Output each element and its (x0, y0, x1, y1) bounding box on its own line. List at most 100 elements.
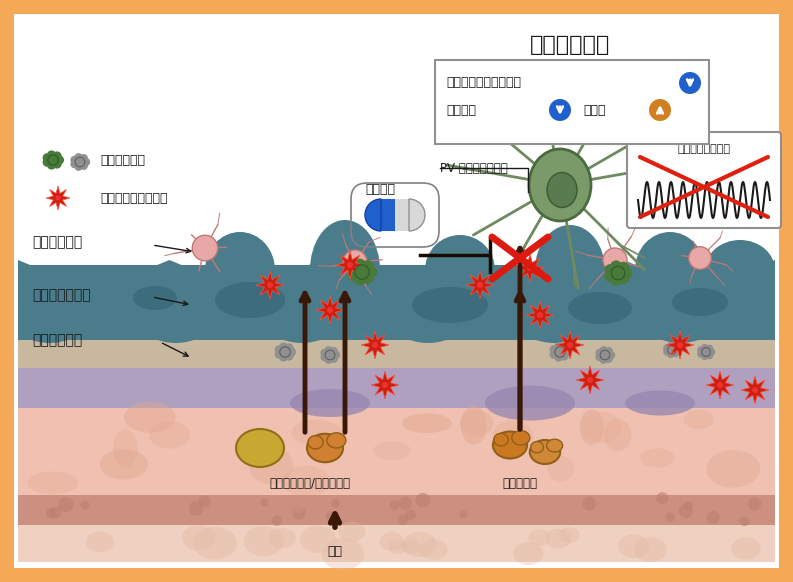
Bar (642, 187, 647, 205)
Circle shape (260, 498, 269, 507)
Ellipse shape (634, 537, 667, 562)
Circle shape (617, 262, 630, 274)
Circle shape (665, 513, 675, 522)
Ellipse shape (425, 235, 495, 305)
Polygon shape (371, 371, 399, 399)
Ellipse shape (236, 429, 284, 467)
Circle shape (537, 312, 543, 318)
Ellipse shape (412, 287, 488, 323)
Circle shape (604, 270, 616, 282)
Polygon shape (741, 376, 769, 404)
Circle shape (621, 267, 633, 279)
Ellipse shape (580, 409, 603, 445)
Circle shape (673, 346, 681, 354)
Bar (18, 495, 775, 525)
Circle shape (320, 353, 329, 361)
Circle shape (701, 509, 710, 517)
Circle shape (49, 506, 61, 519)
Ellipse shape (205, 232, 275, 308)
Circle shape (500, 499, 506, 505)
Circle shape (192, 235, 218, 261)
Polygon shape (46, 186, 70, 210)
Polygon shape (18, 265, 775, 343)
Circle shape (82, 158, 90, 166)
FancyBboxPatch shape (435, 60, 709, 144)
Polygon shape (361, 331, 389, 359)
Circle shape (59, 497, 74, 512)
Ellipse shape (339, 521, 366, 542)
Circle shape (603, 248, 627, 272)
Circle shape (596, 353, 603, 361)
Ellipse shape (731, 537, 760, 559)
Circle shape (75, 153, 82, 162)
Circle shape (287, 347, 296, 357)
Ellipse shape (528, 530, 550, 546)
Circle shape (330, 347, 338, 356)
Circle shape (47, 150, 56, 159)
Bar (381, 199, 395, 231)
Ellipse shape (580, 412, 621, 443)
Ellipse shape (310, 220, 380, 320)
Text: 活動量: 活動量 (583, 104, 606, 116)
Circle shape (56, 196, 60, 201)
Ellipse shape (100, 449, 148, 480)
Circle shape (79, 162, 88, 170)
Circle shape (672, 350, 680, 357)
Circle shape (382, 382, 388, 388)
Circle shape (560, 343, 569, 353)
Circle shape (354, 265, 370, 279)
Circle shape (293, 504, 303, 513)
Circle shape (679, 72, 701, 94)
Ellipse shape (706, 450, 760, 488)
Ellipse shape (291, 420, 342, 445)
Circle shape (663, 348, 671, 356)
Polygon shape (336, 251, 364, 279)
Circle shape (607, 351, 615, 359)
Circle shape (642, 509, 648, 514)
Circle shape (75, 513, 79, 517)
Text: 作業記憶: 作業記憶 (446, 104, 476, 116)
Circle shape (600, 350, 610, 360)
Circle shape (679, 503, 693, 518)
Ellipse shape (300, 526, 336, 553)
Circle shape (582, 497, 596, 510)
Circle shape (739, 516, 749, 526)
Circle shape (271, 515, 282, 526)
Wedge shape (365, 199, 381, 231)
Circle shape (707, 348, 715, 356)
Ellipse shape (215, 282, 285, 318)
Polygon shape (576, 366, 604, 394)
Circle shape (75, 157, 85, 167)
Circle shape (701, 344, 709, 352)
Ellipse shape (546, 439, 562, 452)
Circle shape (560, 352, 569, 361)
Circle shape (604, 347, 613, 356)
Ellipse shape (460, 410, 493, 436)
Ellipse shape (559, 527, 580, 543)
Ellipse shape (401, 540, 420, 554)
Bar (18, 265, 775, 335)
Circle shape (550, 350, 559, 359)
Circle shape (279, 353, 288, 361)
Polygon shape (526, 301, 554, 329)
Circle shape (684, 501, 693, 510)
Circle shape (52, 151, 62, 161)
Ellipse shape (493, 431, 527, 459)
Circle shape (567, 342, 573, 348)
Circle shape (347, 262, 353, 268)
Circle shape (347, 262, 360, 275)
Ellipse shape (625, 391, 695, 416)
Ellipse shape (547, 172, 577, 208)
Circle shape (527, 265, 533, 271)
Bar (635, 181, 640, 205)
Circle shape (405, 509, 416, 520)
Circle shape (429, 507, 433, 511)
Circle shape (672, 343, 680, 350)
Text: 血管内皮細胞: 血管内皮細胞 (32, 333, 82, 347)
Polygon shape (18, 260, 775, 340)
Text: 炎症反応・細胞障害: 炎症反応・細胞障害 (100, 191, 167, 204)
Wedge shape (409, 199, 425, 231)
Circle shape (549, 99, 571, 121)
Circle shape (610, 274, 622, 286)
Ellipse shape (531, 442, 543, 453)
